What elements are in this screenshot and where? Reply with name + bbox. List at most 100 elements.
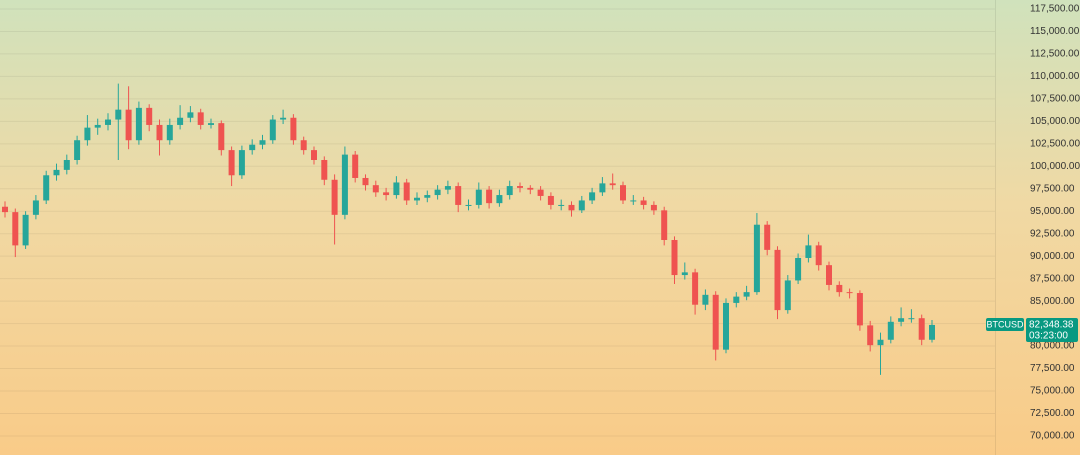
candle-body [300,140,307,151]
candle-body [671,239,678,276]
candle-body [856,293,863,326]
candle-body [94,124,101,128]
candle-body [105,119,111,125]
candle-body [434,189,441,196]
candle-body [177,117,184,125]
candle-body [228,150,235,176]
candle-body [712,294,719,350]
candle-body [743,292,750,297]
y-tick-label: 90,000.00 [1030,251,1075,262]
candle-body [929,324,935,340]
candle-body [877,339,884,346]
candle-body [259,140,266,145]
candle-body [846,292,853,294]
candle-body [486,189,493,204]
y-tick-label: 110,000.00 [1030,71,1080,82]
candle-body [475,189,482,205]
candle-body [43,175,50,201]
candle-body [444,186,451,190]
candle-body [496,195,503,204]
candle-body [681,272,688,276]
y-tick-label: 85,000.00 [1030,296,1075,307]
candle-body [197,112,204,125]
candle-body [269,119,276,141]
candle-body [249,144,256,151]
grid [0,8,995,437]
candle-body [393,182,400,196]
candle-body [547,195,554,205]
y-tick-label: 105,000.00 [1030,116,1080,127]
candle-body [32,200,39,215]
candle-body [650,204,657,211]
y-tick-label: 77,500.00 [1030,363,1075,374]
y-tick-label: 72,500.00 [1030,408,1075,419]
candle-body [63,159,70,170]
candle-body [372,185,379,193]
y-tick-label: 97,500.00 [1030,183,1075,194]
candle-body [908,318,915,320]
candle-body [187,112,194,118]
candle-body [537,189,544,196]
symbol-label: BTCUSD [986,319,1024,329]
candle-body [578,200,585,211]
candle-body [290,117,297,141]
candle-body [527,187,534,190]
candle-body [341,154,348,215]
candle-body [146,107,153,125]
candle-body [609,183,616,186]
candle-body [311,150,317,160]
y-tick-label: 87,500.00 [1030,273,1075,284]
candle-body [53,169,60,176]
candle-body [352,154,359,178]
candle-body [424,195,431,198]
candle-body [568,204,575,211]
candle-body [156,124,163,141]
candle-body [795,257,802,281]
candle-body [599,183,606,193]
candle-body [723,302,729,350]
candle-body [166,124,173,141]
candle-body [208,123,214,125]
candle-body [280,117,287,120]
candle-body [826,265,832,285]
candle-body [898,318,905,322]
y-tick-label: 102,500.00 [1030,138,1080,149]
candle-body [753,224,760,293]
candle-body [702,294,709,305]
candle-body [2,206,8,213]
price-badge-box [1026,317,1078,342]
y-tick-label: 117,500.00 [1030,4,1080,15]
candle-body [805,245,812,258]
y-tick-label: 92,500.00 [1030,228,1075,239]
candle-body [764,224,771,250]
y-tick-label: 100,000.00 [1030,161,1080,172]
candle-body [74,140,81,160]
candle-body [784,280,791,311]
candle-body [774,249,781,311]
candle-body [733,296,740,303]
candle-body [630,200,637,202]
candle-body [12,212,19,246]
y-tick-label: 112,500.00 [1030,49,1080,60]
candle-body [238,150,245,176]
candle-body [414,197,420,201]
candle-body [661,210,668,240]
y-tick-label: 70,000.00 [1030,431,1075,442]
candle-body [815,245,822,266]
candle-body [918,318,925,340]
candle-body [867,325,874,346]
candle-body [517,186,523,188]
candle-body [22,214,29,246]
symbol-badge-box [986,317,1024,331]
candle-body [331,179,338,215]
candle-body [362,177,369,186]
candle-body [115,109,122,120]
candle-body [135,107,142,141]
y-tick-label: 75,000.00 [1030,386,1075,397]
candle-body [558,204,565,206]
last-price-label: 82,348.38 [1029,320,1074,331]
